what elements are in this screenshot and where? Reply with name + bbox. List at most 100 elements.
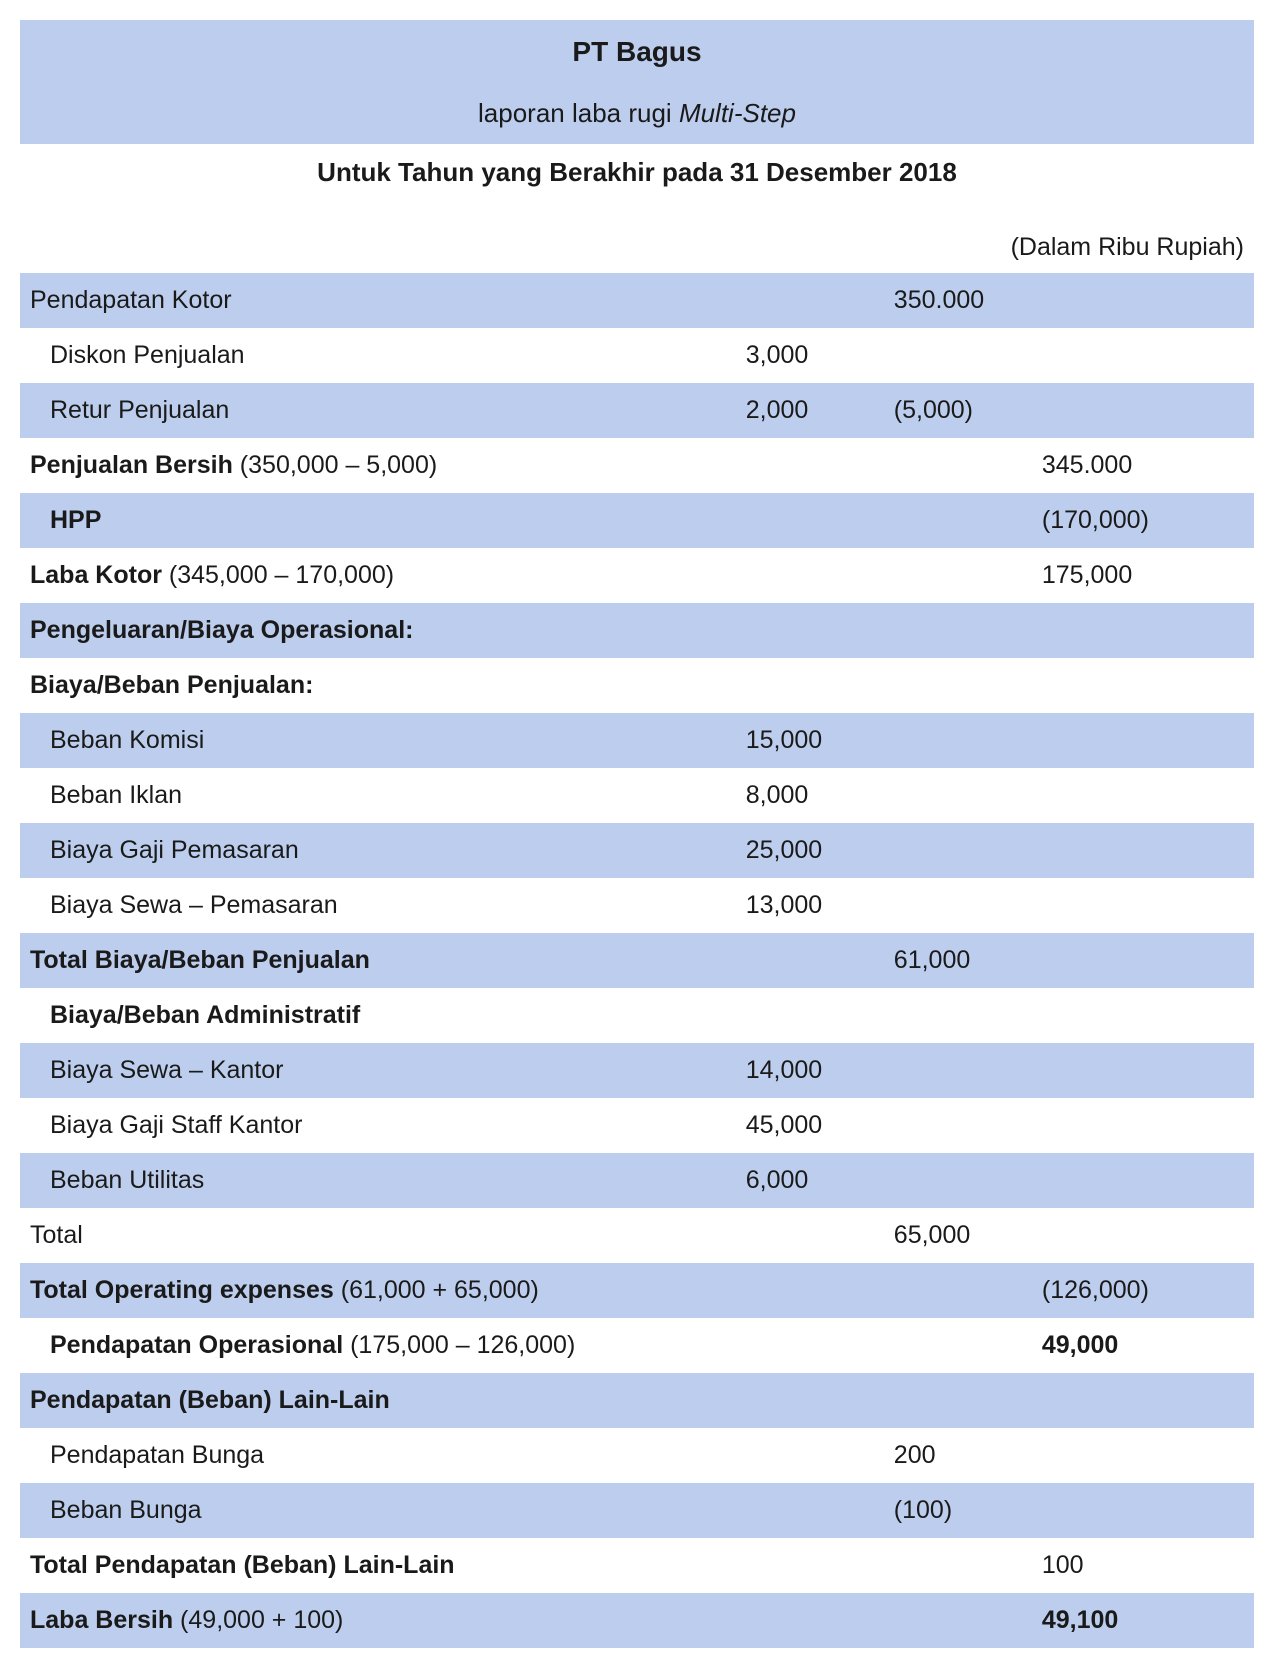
row-label-bold: Total Pendapatan (Beban) Lain-Lain — [30, 1551, 455, 1579]
row-value-c — [1032, 823, 1254, 878]
row-value-a: 45,000 — [736, 1098, 884, 1153]
row-value-a — [736, 493, 884, 548]
row-value-c — [1032, 878, 1254, 933]
row-label: Diskon Penjualan — [20, 328, 736, 383]
table-row: Pendapatan Operasional (175,000 – 126,00… — [20, 1318, 1254, 1373]
table-row: Retur Penjualan2,000(5,000) — [20, 383, 1254, 438]
row-value-c — [1032, 1153, 1254, 1208]
table-row: Beban Komisi15,000 — [20, 713, 1254, 768]
row-value-b — [884, 1318, 1032, 1373]
row-label-bold: Pengeluaran/Biaya Operasional: — [30, 616, 413, 644]
row-value-c — [1032, 933, 1254, 988]
table-row: Pendapatan (Beban) Lain-Lain — [20, 1373, 1254, 1428]
table-row: Laba Kotor (345,000 – 170,000)175,000 — [20, 548, 1254, 603]
row-value-c — [1032, 988, 1254, 1043]
row-label: Beban Iklan — [20, 768, 736, 823]
row-label-bold: Total Operating expenses — [30, 1276, 334, 1304]
table-row: Pengeluaran/Biaya Operasional: — [20, 603, 1254, 658]
report-period: Untuk Tahun yang Berakhir pada 31 Desemb… — [20, 144, 1254, 210]
row-value-a — [736, 988, 884, 1043]
row-value-a — [736, 933, 884, 988]
row-value-a: 6,000 — [736, 1153, 884, 1208]
row-value-c: (126,000) — [1032, 1263, 1254, 1318]
row-value-c — [1032, 1483, 1254, 1538]
row-label: Retur Penjualan — [20, 383, 736, 438]
row-label-bold: Laba Bersih — [30, 1606, 173, 1634]
table-row: Biaya/Beban Administratif — [20, 988, 1254, 1043]
table-row: Total 65,000 — [20, 1208, 1254, 1263]
row-label: Beban Komisi — [20, 713, 736, 768]
row-value-b: 61,000 — [884, 933, 1032, 988]
row-value-a: 8,000 — [736, 768, 884, 823]
row-label: Biaya/Beban Penjualan: — [20, 658, 736, 713]
row-value-a — [736, 1538, 884, 1593]
row-value-c — [1032, 713, 1254, 768]
row-value-b: 65,000 — [884, 1208, 1032, 1263]
row-value-b — [884, 988, 1032, 1043]
table-row: Total Pendapatan (Beban) Lain-Lain 100 — [20, 1538, 1254, 1593]
row-value-a — [736, 1593, 884, 1648]
row-value-c: (170,000) — [1032, 493, 1254, 548]
row-value-a — [736, 658, 884, 713]
row-label: Pendapatan Bunga — [20, 1428, 736, 1483]
table-row: Biaya Sewa – Pemasaran13,000 — [20, 878, 1254, 933]
table-row: Beban Bunga(100) — [20, 1483, 1254, 1538]
row-label-bold: Total Biaya/Beban Penjualan — [30, 946, 370, 974]
row-value-c — [1032, 1043, 1254, 1098]
row-value-c — [1032, 603, 1254, 658]
report-title: laporan laba rugi Multi-Step — [20, 83, 1254, 143]
row-value-b — [884, 1263, 1032, 1318]
row-value-a — [736, 1208, 884, 1263]
row-label: Biaya Gaji Pemasaran — [20, 823, 736, 878]
row-label: Pendapatan Operasional (175,000 – 126,00… — [20, 1318, 736, 1373]
row-value-b — [884, 603, 1032, 658]
table-row: Biaya Sewa – Kantor14,000 — [20, 1043, 1254, 1098]
table-row: HPP (170,000) — [20, 493, 1254, 548]
table-row: Diskon Penjualan3,000 — [20, 328, 1254, 383]
company-name: PT Bagus — [20, 20, 1254, 83]
row-label: Laba Bersih (49,000 + 100) — [20, 1593, 736, 1648]
row-value-b — [884, 1373, 1032, 1428]
row-label-bold: HPP — [50, 506, 101, 534]
row-value-b — [884, 1043, 1032, 1098]
row-value-a — [736, 548, 884, 603]
row-label: HPP — [20, 493, 736, 548]
table-row: Biaya/Beban Penjualan: — [20, 658, 1254, 713]
row-label-bold: Pendapatan Operasional — [50, 1331, 343, 1359]
row-value-a: 3,000 — [736, 328, 884, 383]
row-label: Total Operating expenses (61,000 + 65,00… — [20, 1263, 736, 1318]
row-label-bold: Biaya/Beban Administratif — [50, 1001, 360, 1029]
table-row: Pendapatan Bunga200 — [20, 1428, 1254, 1483]
row-label: Total Biaya/Beban Penjualan — [20, 933, 736, 988]
row-value-b — [884, 493, 1032, 548]
row-value-b — [884, 548, 1032, 603]
row-value-b — [884, 1538, 1032, 1593]
row-label-paren: (175,000 – 126,000) — [343, 1331, 575, 1359]
row-label: Biaya Sewa – Pemasaran — [20, 878, 736, 933]
row-value-a — [736, 1483, 884, 1538]
row-value-a: 25,000 — [736, 823, 884, 878]
row-value-a — [736, 1373, 884, 1428]
row-value-a: 14,000 — [736, 1043, 884, 1098]
row-label-bold: Penjualan Bersih — [30, 451, 233, 479]
row-label: Total — [20, 1208, 736, 1263]
row-value-c: 100 — [1032, 1538, 1254, 1593]
row-value-a: 15,000 — [736, 713, 884, 768]
table-row: Total Operating expenses (61,000 + 65,00… — [20, 1263, 1254, 1318]
row-label: Pendapatan (Beban) Lain-Lain — [20, 1373, 736, 1428]
unit-label: (Dalam Ribu Rupiah) — [20, 210, 1254, 273]
table-row: Biaya Gaji Staff Kantor45,000 — [20, 1098, 1254, 1153]
row-value-a — [736, 1318, 884, 1373]
row-label: Penjualan Bersih (350,000 – 5,000) — [20, 438, 736, 493]
row-value-c: 345.000 — [1032, 438, 1254, 493]
row-label: Biaya/Beban Administratif — [20, 988, 736, 1043]
row-label-paren: (350,000 – 5,000) — [233, 451, 437, 479]
report-title-prefix: laporan laba rugi — [478, 98, 679, 128]
row-value-b: 350.000 — [884, 273, 1032, 328]
row-value-c — [1032, 658, 1254, 713]
row-value-b: (5,000) — [884, 383, 1032, 438]
table-row: Laba Bersih (49,000 + 100)49,100 — [20, 1593, 1254, 1648]
row-label-paren: (61,000 + 65,000) — [334, 1276, 539, 1304]
row-value-b — [884, 823, 1032, 878]
report-title-italic: Multi-Step — [679, 98, 796, 128]
